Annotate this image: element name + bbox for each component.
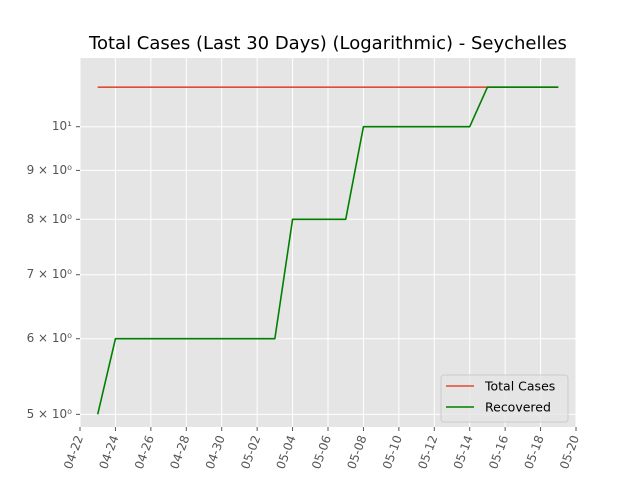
y-tick-label: 7 × 10⁰ <box>27 267 73 281</box>
x-tick-label: 05-12 <box>415 433 440 471</box>
series-line-recovered <box>96 86 559 415</box>
y-tick-label: 8 × 10⁰ <box>27 212 73 226</box>
chart-title: Total Cases (Last 30 Days) (Logarithmic)… <box>88 33 567 54</box>
x-tick-label: 05-16 <box>486 433 511 471</box>
x-tick-label: 04-26 <box>132 433 157 471</box>
legend-label-recovered: Recovered <box>485 400 551 415</box>
x-axis: 04-22 04-24 04-26 04-28 04-30 05-02 05-04 05-06… <box>61 427 582 471</box>
series-layer <box>96 86 559 415</box>
x-tick-label: 05-02 <box>238 433 263 471</box>
x-tick-label: 04-30 <box>203 433 228 471</box>
x-tick-label: 05-14 <box>451 433 476 471</box>
grid <box>79 58 577 427</box>
x-tick-label: 05-06 <box>309 433 334 471</box>
x-tick-label: 05-20 <box>557 433 582 471</box>
x-tick-label: 04-22 <box>61 433 86 471</box>
legend-label-total-cases: Total Cases <box>484 379 555 394</box>
x-tick-label: 04-24 <box>96 433 121 471</box>
y-tick-label: 10¹ <box>52 119 72 133</box>
x-tick-label: 05-10 <box>380 433 405 471</box>
y-tick-label: 5 × 10⁰ <box>27 407 73 421</box>
y-tick-label: 6 × 10⁰ <box>27 331 73 345</box>
x-tick-label: 04-28 <box>167 433 192 471</box>
x-tick-label: 05-08 <box>344 433 369 471</box>
legend: Total Cases Recovered <box>440 374 569 423</box>
y-tick-label: 9 × 10⁰ <box>27 163 73 177</box>
y-axis: 5 × 10⁰ 6 × 10⁰ 7 × 10⁰ 8 × 10⁰ 9 × 10⁰ 10¹ <box>27 119 80 421</box>
x-tick-label: 05-04 <box>274 433 299 471</box>
x-tick-label: 05-18 <box>522 433 547 471</box>
